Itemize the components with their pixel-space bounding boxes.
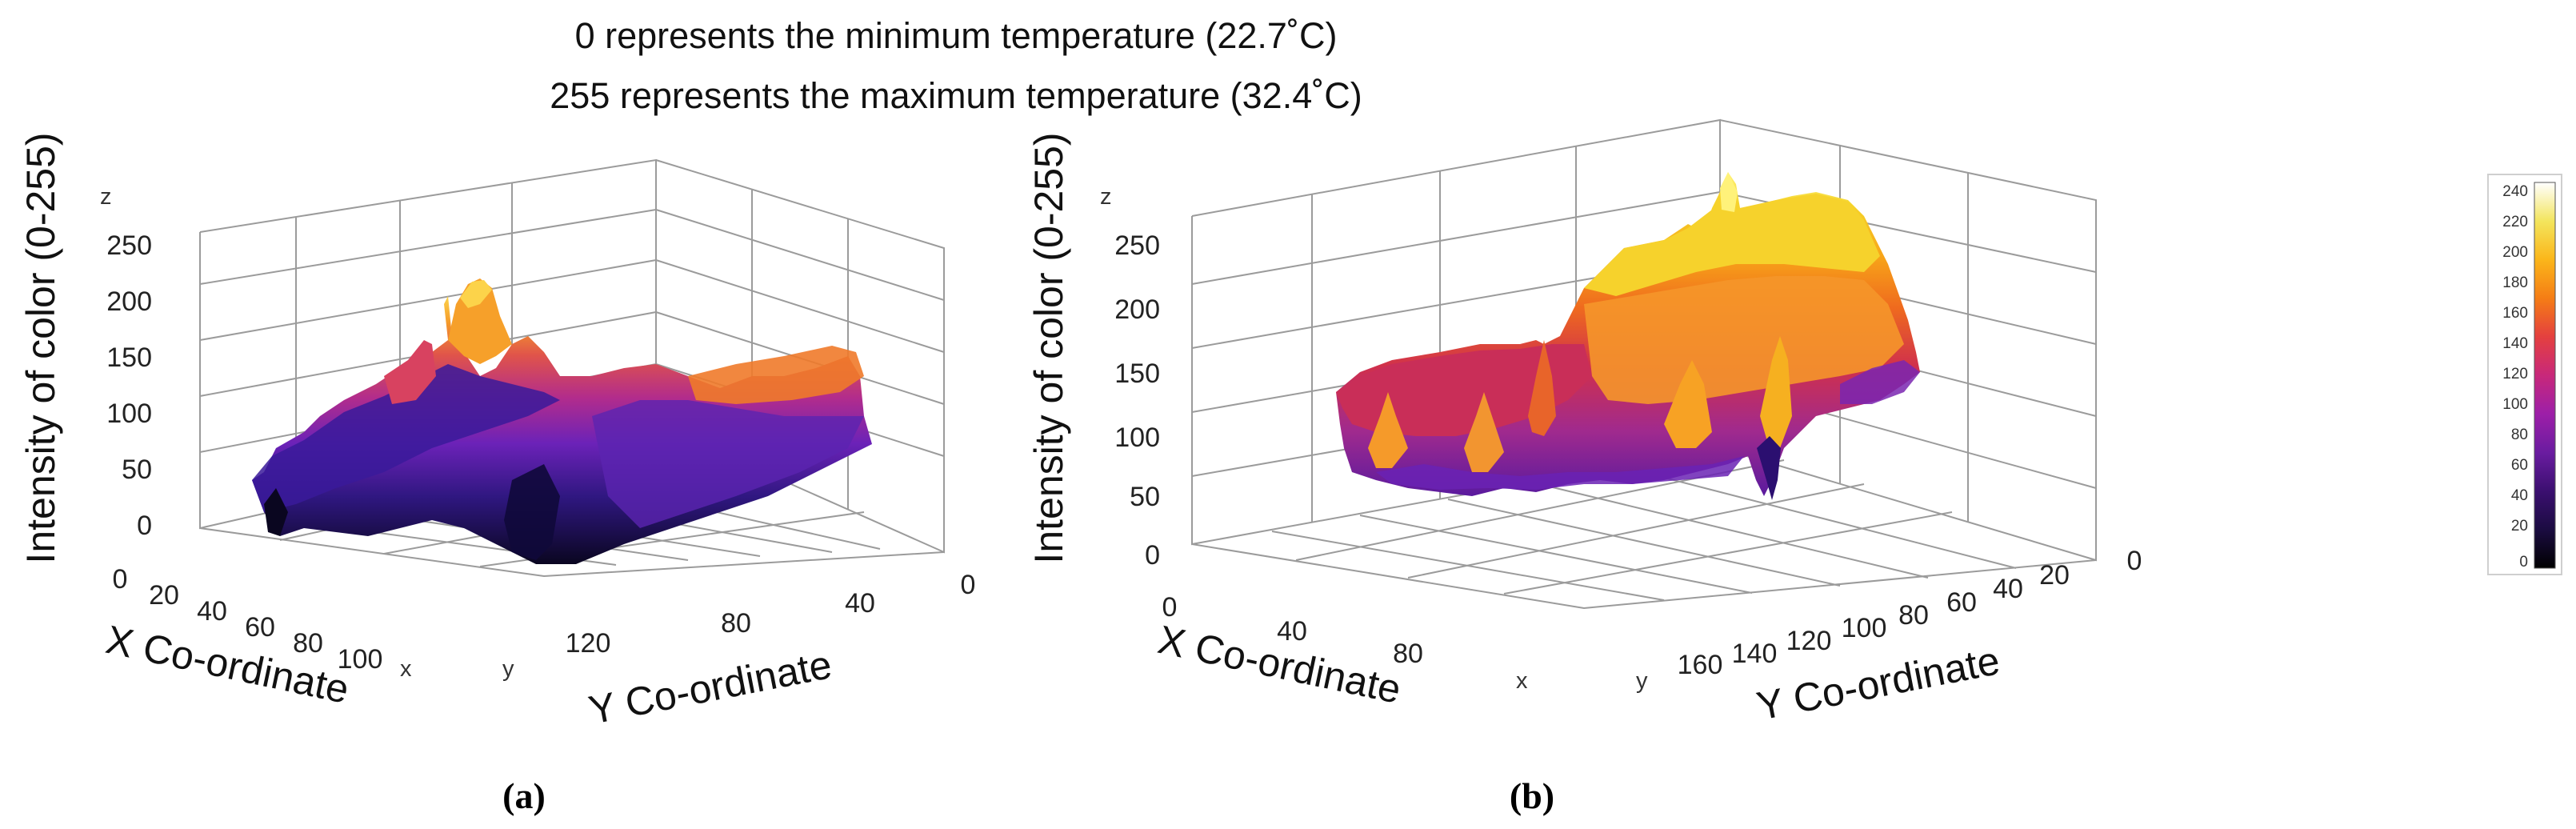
- plot-a-caption: (a): [502, 775, 546, 816]
- plot-a-x-tick-40: 40: [197, 596, 227, 627]
- plot-a-x-tick-0: 0: [113, 564, 128, 595]
- plot-a-y-tick-80: 80: [721, 608, 751, 639]
- plot-b-z-letter: z: [1100, 184, 1112, 210]
- plot-a-y-letter: y: [502, 656, 514, 682]
- plot-a-z-tick-150: 150: [106, 342, 152, 373]
- plot-a-surface: [252, 278, 872, 564]
- plot-b-y-tick-160: 160: [1678, 650, 1723, 680]
- colorbar-tick-160: 160: [2502, 305, 2528, 322]
- plot-b-y-tick-120: 120: [1786, 626, 1832, 656]
- plot-a-z-tick-0: 0: [137, 511, 152, 541]
- plot-a-z-label: Intensity of color (0-255): [18, 132, 63, 563]
- colorbar-tick-80: 80: [2511, 427, 2528, 443]
- plot-a-x-tick-80: 80: [293, 628, 323, 659]
- plot-b-y-tick-100: 100: [1842, 613, 1887, 643]
- colorbar-ticks: 240 220 200 180 160 140 120 100 80 60 40…: [2502, 183, 2528, 571]
- colorbar-tick-240: 240: [2502, 183, 2528, 200]
- plot-a-x-ticks: 0 20 40 60 80 100: [113, 564, 383, 675]
- plot-b-x-tick-40: 40: [1277, 616, 1307, 647]
- plot-a-x-tick-20: 20: [149, 580, 179, 611]
- plot-b-x-ticks: 0 40 80: [1162, 592, 1423, 669]
- plot-a-z-tick-100: 100: [106, 398, 152, 429]
- plot-b-y-tick-0: 0: [2127, 546, 2142, 576]
- plot-b-y-tick-140: 140: [1732, 639, 1778, 669]
- colorbar-tick-180: 180: [2502, 274, 2528, 291]
- plot-a-x-tick-60: 60: [245, 612, 275, 643]
- plot-b: z 250 200 150 100 50 0 0 40 80 x y 160 1…: [1026, 118, 2142, 816]
- annotation-line-2: 255 represents the maximum temperature (…: [550, 75, 1362, 116]
- plot-a: z 250 200 150 100 50 0 0 20 40 60 80 100…: [18, 132, 975, 816]
- plot-b-y-tick-80: 80: [1898, 600, 1929, 631]
- colorbar-tick-100: 100: [2502, 396, 2528, 413]
- plot-b-surface: [1336, 172, 1920, 500]
- plot-b-z-label: Intensity of color (0-255): [1026, 132, 1071, 563]
- plot-a-x-letter: x: [400, 656, 412, 682]
- plot-b-z-tick-100: 100: [1114, 423, 1160, 453]
- plot-b-y-ticks: 160 140 120 100 80 60 40 20 0: [1678, 546, 2142, 680]
- colorbar-tick-140: 140: [2502, 335, 2528, 352]
- plot-b-z-tick-200: 200: [1114, 294, 1160, 325]
- colorbar-tick-40: 40: [2511, 487, 2528, 504]
- colorbar-tick-60: 60: [2511, 457, 2528, 474]
- plot-a-z-tick-250: 250: [106, 230, 152, 261]
- plot-a-y-ticks: 120 80 40 0: [566, 570, 976, 659]
- plot-a-x-tick-100: 100: [338, 644, 383, 675]
- colorbar-tick-200: 200: [2502, 244, 2528, 261]
- plot-a-z-ticks: 250 200 150 100 50 0: [106, 230, 152, 541]
- colorbar: 240 220 200 180 160 140 120 100 80 60 40…: [2487, 174, 2562, 575]
- plot-b-y-letter: y: [1636, 668, 1648, 694]
- plot-b-x-tick-0: 0: [1162, 592, 1178, 623]
- plot-a-z-tick-50: 50: [122, 455, 152, 485]
- colorbar-tick-120: 120: [2502, 366, 2528, 382]
- plot-a-y-tick-0: 0: [961, 570, 976, 600]
- colorbar-tick-20: 20: [2511, 518, 2528, 535]
- plot-a-y-label: Y Co-ordinate: [585, 642, 835, 733]
- plot-b-x-tick-80: 80: [1393, 639, 1423, 669]
- plot-b-z-tick-50: 50: [1130, 482, 1160, 512]
- annotation-line-1: 0 represents the minimum temperature (22…: [575, 15, 1338, 56]
- plot-b-y-tick-60: 60: [1946, 587, 1977, 618]
- plot-a-y-tick-120: 120: [566, 628, 611, 659]
- plot-a-z-letter: z: [100, 184, 112, 210]
- plot-b-caption: (b): [1510, 775, 1554, 816]
- plot-b-z-tick-250: 250: [1114, 230, 1160, 261]
- colorbar-tick-220: 220: [2502, 214, 2528, 230]
- plot-a-y-tick-40: 40: [845, 588, 875, 619]
- plot-b-y-tick-40: 40: [1993, 574, 2023, 604]
- plot-b-x-letter: x: [1516, 668, 1528, 694]
- plot-b-z-ticks: 250 200 150 100 50 0: [1114, 230, 1160, 571]
- plot-a-z-tick-200: 200: [106, 286, 152, 317]
- colorbar-tick-0: 0: [2519, 554, 2528, 571]
- colorbar-gradient: [2534, 182, 2556, 569]
- plot-b-y-tick-20: 20: [2039, 560, 2070, 591]
- plot-b-z-tick-0: 0: [1145, 540, 1160, 571]
- plot-b-z-tick-150: 150: [1114, 358, 1160, 389]
